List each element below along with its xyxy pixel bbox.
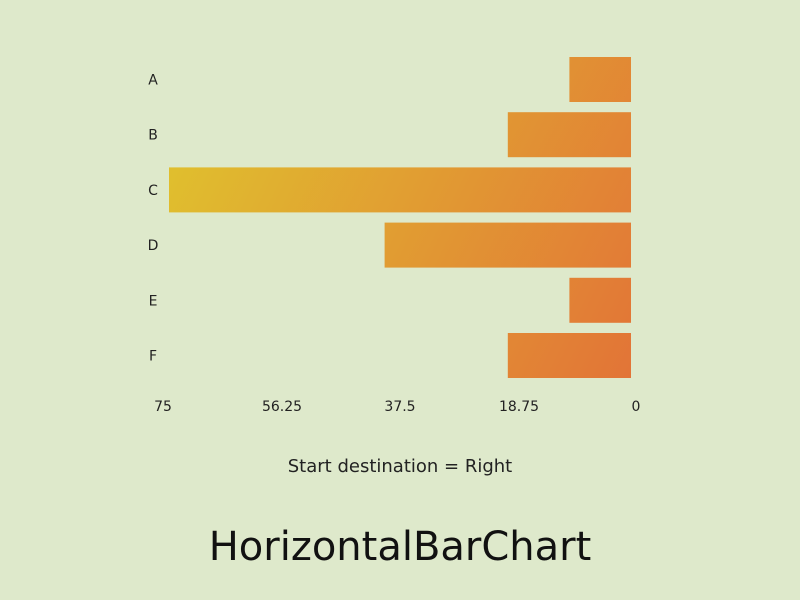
x-tick-label: 18.75 [499, 399, 539, 415]
category-label-c: C [148, 183, 158, 199]
category-label-f: F [149, 349, 157, 365]
bar-b [507, 112, 631, 158]
bar-chart: A B C D E F 75 56.25 37.5 18.75 0 [148, 57, 640, 415]
category-label-e: E [149, 293, 158, 309]
x-tick-label: 75 [154, 399, 172, 415]
x-tick-label: 56.25 [262, 399, 302, 415]
x-tick-label: 0 [632, 399, 641, 415]
bar-e [569, 277, 631, 323]
category-label-a: A [148, 73, 158, 89]
category-label-b: B [148, 128, 158, 144]
bar-d [384, 222, 631, 268]
category-labels: A B C D E F [148, 73, 159, 365]
bars-group [169, 57, 631, 378]
x-tick-label: 37.5 [384, 399, 415, 415]
bar-a [569, 57, 631, 102]
x-axis-tick-labels: 75 56.25 37.5 18.75 0 [154, 399, 640, 415]
chart-title: HorizontalBarChart [208, 524, 592, 570]
chart-subtitle: Start destination = Right [287, 456, 513, 477]
bar-c [169, 167, 631, 213]
bar-f [507, 333, 631, 378]
category-label-d: D [148, 238, 159, 254]
